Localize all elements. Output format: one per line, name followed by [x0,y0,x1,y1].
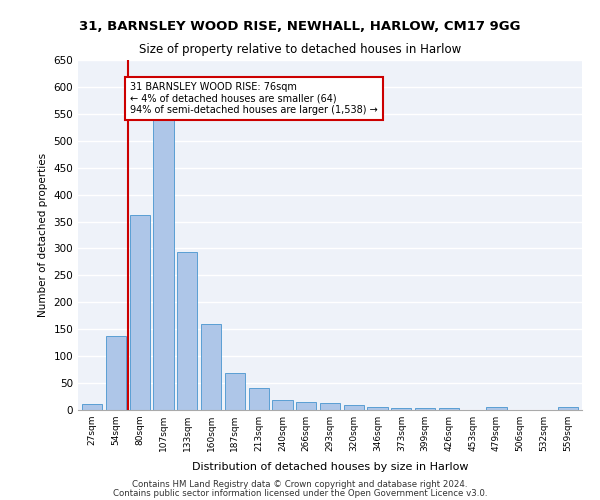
Bar [225,374,245,410]
Text: 31 BARNSLEY WOOD RISE: 76sqm
← 4% of detached houses are smaller (64)
94% of sem: 31 BARNSLEY WOOD RISE: 76sqm ← 4% of det… [130,82,378,114]
Bar [130,214,150,410]
Bar [487,408,506,410]
Bar [248,388,269,410]
Bar [154,120,173,410]
Bar [557,408,578,410]
Bar [106,336,126,410]
Bar [439,408,459,410]
Bar [272,400,293,410]
Bar [320,403,340,410]
Bar [296,402,316,410]
Text: Contains HM Land Registry data © Crown copyright and database right 2024.: Contains HM Land Registry data © Crown c… [132,480,468,489]
Bar [391,408,412,410]
Bar [201,324,221,410]
Bar [177,252,197,410]
Text: Size of property relative to detached houses in Harlow: Size of property relative to detached ho… [139,42,461,56]
Bar [367,408,388,410]
Text: 31, BARNSLEY WOOD RISE, NEWHALL, HARLOW, CM17 9GG: 31, BARNSLEY WOOD RISE, NEWHALL, HARLOW,… [79,20,521,33]
Bar [82,404,103,410]
Text: Contains public sector information licensed under the Open Government Licence v3: Contains public sector information licen… [113,488,487,498]
Bar [344,404,364,410]
Bar [415,408,435,410]
X-axis label: Distribution of detached houses by size in Harlow: Distribution of detached houses by size … [192,462,468,472]
Y-axis label: Number of detached properties: Number of detached properties [38,153,48,317]
